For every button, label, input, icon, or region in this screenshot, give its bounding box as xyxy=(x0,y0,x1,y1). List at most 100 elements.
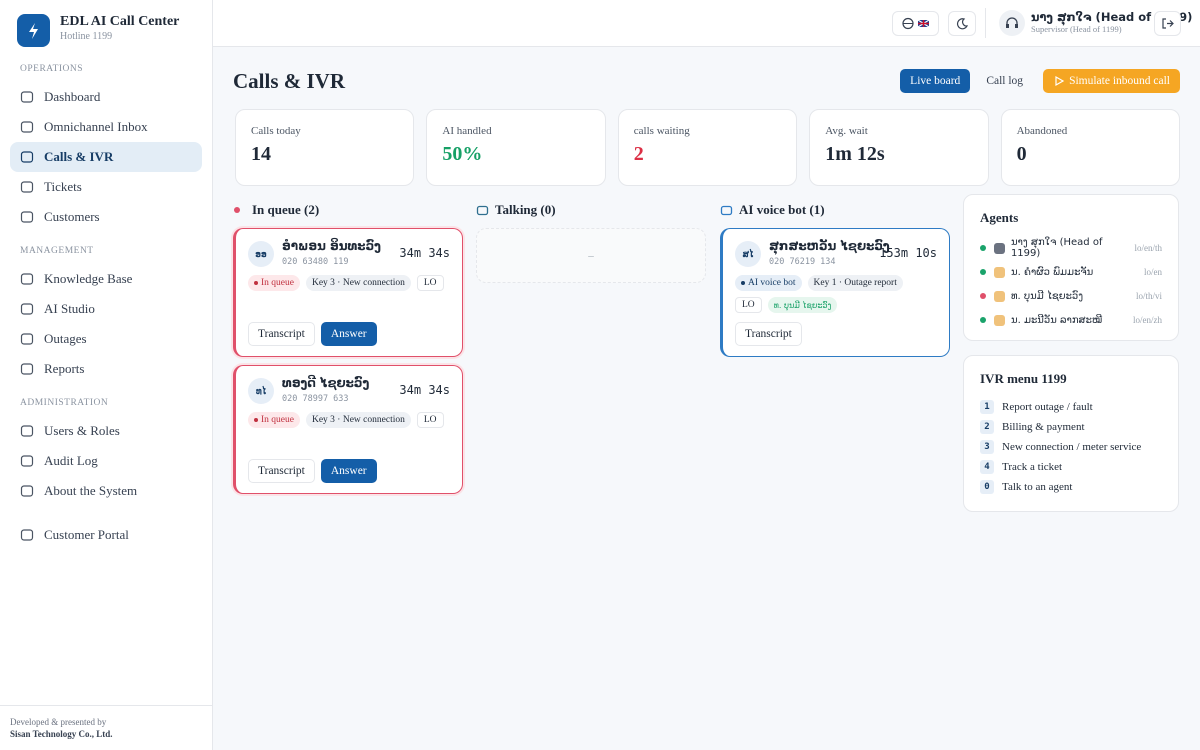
transcript-button[interactable]: Transcript xyxy=(248,459,315,483)
column-icon xyxy=(720,205,733,216)
column-title: AI voice bot (1) xyxy=(739,202,825,217)
stat-value: 0 xyxy=(1016,143,1027,165)
call-card[interactable]: ສໄ ສຸກສະຫວັນ ໄຊຍະວົງ 020 76219 134 153m 10s… xyxy=(720,228,950,357)
status-badge: In queue xyxy=(248,412,300,428)
stats: Calls today 14 AI handled 50% calls waiting 2… xyxy=(233,109,1180,186)
nav-item[interactable]: Knowledge Base xyxy=(10,264,202,294)
stat-label: calls waiting xyxy=(633,125,690,137)
agent-status-dot xyxy=(980,245,986,251)
nav-label: Dashboard xyxy=(44,89,101,104)
caller-name: ອຳພອນ ອິນທະວົງ xyxy=(282,239,381,253)
key-badge: Key 3 · New connection xyxy=(305,412,411,428)
key-badge: Key 1 · Outage report xyxy=(807,275,903,291)
nav-item[interactable]: About the System xyxy=(10,476,202,506)
divider xyxy=(985,8,986,38)
agent-row: ນ. ຄຳຜົວ ພົມມະຈັນ lo/en xyxy=(980,260,1162,284)
footer-line: Developed & presented by xyxy=(10,717,107,727)
answer-button[interactable]: Answer xyxy=(320,322,377,346)
ivr-key: 3 xyxy=(980,440,994,454)
nav-item[interactable]: Audit Log xyxy=(10,446,202,476)
column-title: In queue (2) xyxy=(252,202,320,217)
panel-title: Agents xyxy=(980,210,1019,225)
stat-value: 1m 12s xyxy=(825,143,885,165)
icon xyxy=(20,303,34,315)
nav-item[interactable]: Omnichannel Inbox xyxy=(10,112,202,142)
column-icon xyxy=(234,207,240,213)
ivr-key: 4 xyxy=(980,460,994,474)
nav-label: Users & Roles xyxy=(44,423,120,438)
column-icon xyxy=(476,205,489,216)
stat-label: Calls today xyxy=(251,125,301,137)
lang-badge: LO xyxy=(416,412,444,428)
badges: In queue Key 3 · New connection LO xyxy=(248,412,448,428)
nav-label: AI Studio xyxy=(44,301,95,316)
sidebar: EDL AI Call Center Hotline 1199 OPERATIO… xyxy=(0,0,213,750)
icon xyxy=(20,121,34,133)
nav-item[interactable]: Users & Roles xyxy=(10,416,202,446)
nav-section-title: OPERATIONS xyxy=(20,64,84,74)
agent-name: ນ. ຄຳຜົວ ພົມມະຈັນ xyxy=(1011,266,1094,278)
agent-avatar xyxy=(993,242,1005,254)
logo xyxy=(17,14,50,47)
stat-card: Abandoned 0 xyxy=(1000,109,1180,186)
transcript-button[interactable]: Transcript xyxy=(735,322,802,346)
empty-text: – xyxy=(588,249,594,262)
nav-section-title: MANAGEMENT xyxy=(20,246,94,256)
ivr-option: 1 Report outage / fault xyxy=(980,397,1162,417)
nav-label: Knowledge Base xyxy=(44,271,133,286)
call-card[interactable]: ອອ ອຳພອນ ອິນທະວົງ 020 63480 119 34m 34s In q… xyxy=(233,228,463,357)
nav-item[interactable]: Tickets xyxy=(10,172,202,202)
stat-card: Avg. wait 1m 12s xyxy=(809,109,989,186)
agent-status-dot xyxy=(980,269,986,275)
nav-item[interactable]: Dashboard xyxy=(10,82,202,112)
nav-item[interactable]: Outages xyxy=(10,324,202,354)
status-label: In queue xyxy=(261,415,294,425)
stat-card: AI handled 50% xyxy=(426,109,606,186)
nav: OPERATIONS Dashboard Omnichannel Inbox Call… xyxy=(0,50,212,550)
column-header: In queue (2) xyxy=(233,200,463,220)
brand-subtitle: Hotline 1199 xyxy=(60,31,113,42)
status-label: In queue xyxy=(261,278,294,288)
nav-label: About the System xyxy=(44,483,138,498)
logout-button[interactable] xyxy=(1154,11,1181,36)
icon xyxy=(20,211,34,223)
agent-name: ນາງ ສຸກໃຈ (Head of 1199) xyxy=(1010,237,1103,259)
icon xyxy=(20,273,34,285)
lang-badge: LO xyxy=(735,297,762,313)
column: Talking (0) – xyxy=(476,200,706,283)
nav-section-title: ADMINISTRATION xyxy=(20,398,109,408)
theme-button[interactable] xyxy=(948,11,976,36)
nav-label: Customers xyxy=(44,209,100,224)
simulate-button[interactable]: Simulate inbound call xyxy=(1043,69,1180,93)
nav-item[interactable]: AI Studio xyxy=(10,294,202,324)
ivr-option: 0 Talk to an agent xyxy=(980,477,1162,497)
call-card[interactable]: ທໄ ທອງດີ ໄຊຍະວົງ 020 78997 633 34m 34s In qu… xyxy=(233,365,463,494)
caller-avatar: ອອ xyxy=(248,241,274,267)
lang-badge: LO xyxy=(416,275,444,291)
call-timer: 34m 34s xyxy=(399,383,450,397)
nav-item[interactable]: Calls & IVR xyxy=(10,142,202,172)
icon xyxy=(20,485,34,497)
agent-badge: ທ. ບຸນມີ ໄຊຍະວົງ xyxy=(767,297,838,313)
logout-icon xyxy=(1162,18,1174,29)
nav-item[interactable]: Customers xyxy=(10,202,202,232)
nav-label: Customer Portal xyxy=(44,527,129,542)
column: In queue (2) ອອ ອຳພອນ ອິນທະວົງ 020 63480 11… xyxy=(233,200,463,494)
nav-item[interactable]: Customer Portal xyxy=(10,520,202,550)
caller-phone: 020 78997 633 xyxy=(282,394,349,404)
language-button[interactable] xyxy=(892,11,939,36)
empty-card: – xyxy=(476,228,706,283)
column: AI voice bot (1) ສໄ ສຸກສະຫວັນ ໄຊຍະວົງ 020 7… xyxy=(720,200,950,357)
agents-panel: Agents ນາງ ສຸກໃຈ (Head of 1199) lo/en/th ນ.… xyxy=(963,194,1179,341)
nav-item[interactable]: Reports xyxy=(10,354,202,384)
caller-avatar: ທໄ xyxy=(248,378,274,404)
transcript-button[interactable]: Transcript xyxy=(248,322,315,346)
answer-button[interactable]: Answer xyxy=(320,459,377,483)
tab[interactable]: Live board xyxy=(900,69,971,93)
agent-languages: lo/en/th xyxy=(1134,243,1163,253)
nav-label: Outages xyxy=(44,331,87,346)
stat-value: 2 xyxy=(633,143,644,165)
tab[interactable]: Call log xyxy=(986,75,1024,87)
